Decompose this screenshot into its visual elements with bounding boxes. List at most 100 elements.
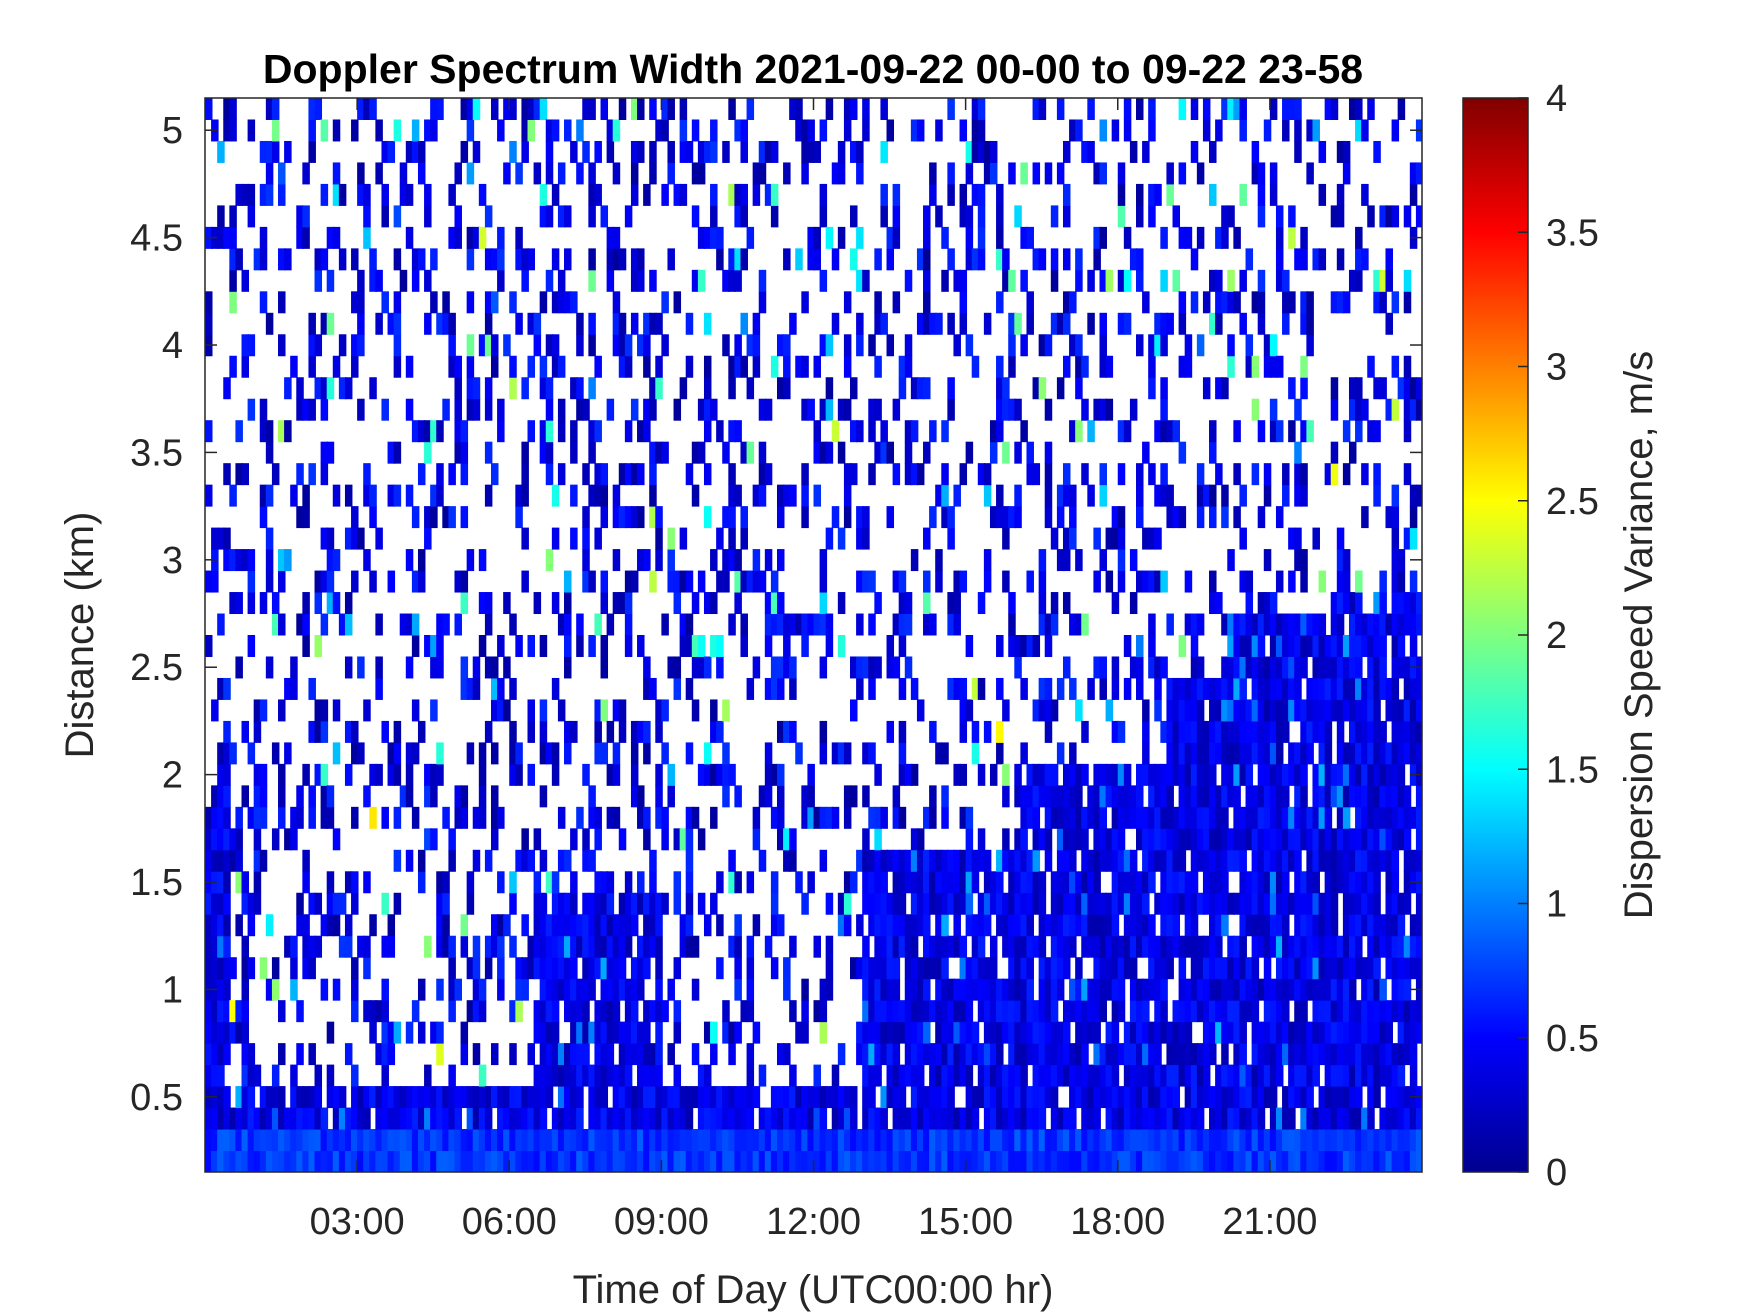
heatmap-cell bbox=[697, 162, 706, 185]
heatmap-cell bbox=[977, 849, 986, 872]
heatmap-cell bbox=[643, 742, 651, 765]
heatmap-cell bbox=[1215, 914, 1223, 937]
heatmap-cell bbox=[764, 592, 773, 615]
heatmap-cell bbox=[892, 1107, 901, 1130]
heatmap-cell bbox=[417, 978, 426, 1001]
heatmap-cell bbox=[728, 98, 736, 120]
heatmap-cell bbox=[1306, 162, 1314, 185]
heatmap-cell bbox=[1136, 205, 1144, 228]
heatmap-cell bbox=[612, 119, 621, 142]
heatmap-cell bbox=[965, 162, 974, 185]
heatmap-cell bbox=[1324, 1107, 1333, 1130]
heatmap-cell bbox=[1330, 849, 1339, 872]
heatmap-cell bbox=[904, 355, 913, 378]
heatmap-cell bbox=[850, 140, 858, 163]
heatmap-cell bbox=[722, 549, 730, 572]
heatmap-cell bbox=[929, 1064, 937, 1087]
heatmap-cell bbox=[1373, 1129, 1381, 1152]
heatmap-cell bbox=[977, 1086, 986, 1109]
heatmap-cell bbox=[1300, 828, 1308, 851]
heatmap-cell bbox=[935, 892, 943, 915]
heatmap-cell bbox=[570, 527, 578, 550]
heatmap-cell bbox=[1269, 1000, 1278, 1023]
heatmap-cell bbox=[801, 291, 809, 314]
heatmap-cell bbox=[643, 914, 651, 937]
heatmap-cell bbox=[539, 892, 548, 915]
heatmap-cell bbox=[1050, 1000, 1059, 1023]
heatmap-cell bbox=[685, 742, 694, 765]
heatmap-cell bbox=[1215, 785, 1223, 808]
heatmap-cell bbox=[1233, 742, 1241, 765]
heatmap-cell bbox=[734, 592, 742, 615]
heatmap-cell bbox=[880, 205, 888, 228]
heatmap-cell bbox=[1257, 635, 1266, 657]
heatmap-cell bbox=[564, 613, 572, 636]
heatmap-cell bbox=[308, 119, 316, 142]
heatmap-cell bbox=[381, 1086, 389, 1109]
heatmap-cell bbox=[1221, 656, 1229, 679]
heatmap-cell bbox=[430, 635, 438, 657]
heatmap-cell bbox=[868, 1150, 876, 1172]
heatmap-cell bbox=[1123, 763, 1132, 786]
heatmap-cell bbox=[1117, 527, 1126, 550]
heatmap-cell bbox=[862, 892, 870, 915]
heatmap-cell bbox=[1221, 291, 1229, 314]
heatmap-cell bbox=[490, 828, 499, 851]
heatmap-cell bbox=[576, 1021, 584, 1044]
heatmap-cell bbox=[1050, 269, 1059, 292]
heatmap-cell bbox=[989, 1021, 998, 1044]
heatmap-cell bbox=[685, 312, 694, 335]
heatmap-cell bbox=[1154, 1000, 1162, 1023]
heatmap-cell bbox=[442, 613, 450, 636]
heatmap-cell bbox=[539, 98, 548, 120]
heatmap-cell bbox=[594, 183, 602, 206]
heatmap-cell bbox=[478, 1086, 487, 1109]
heatmap-cell bbox=[533, 1000, 542, 1023]
heatmap-cell bbox=[776, 334, 785, 357]
heatmap-cell bbox=[1081, 1021, 1089, 1044]
heatmap-cell bbox=[825, 892, 834, 915]
heatmap-cell bbox=[1002, 269, 1010, 292]
heatmap-cell bbox=[795, 1086, 803, 1109]
heatmap-cell bbox=[229, 98, 237, 120]
heatmap-cell bbox=[1251, 742, 1260, 765]
heatmap-cell bbox=[448, 226, 456, 249]
heatmap-cell bbox=[941, 957, 949, 980]
heatmap-cell bbox=[983, 1086, 992, 1109]
heatmap-cell bbox=[564, 720, 572, 743]
heatmap-cell bbox=[436, 935, 444, 958]
heatmap-cell bbox=[892, 205, 901, 228]
heatmap-cell bbox=[1233, 420, 1241, 443]
heatmap-cell bbox=[564, 914, 572, 937]
heatmap-cell bbox=[1196, 699, 1205, 722]
heatmap-cell bbox=[357, 742, 365, 765]
heatmap-cell bbox=[746, 1150, 755, 1172]
heatmap-cell bbox=[1294, 892, 1302, 915]
heatmap-cell bbox=[448, 1129, 456, 1152]
heatmap-cell bbox=[1026, 978, 1034, 1001]
heatmap-cell bbox=[1367, 1043, 1375, 1066]
heatmap-cell bbox=[308, 806, 316, 829]
heatmap-cell bbox=[1154, 570, 1162, 593]
heatmap-cell bbox=[241, 1021, 250, 1044]
heatmap-cell bbox=[825, 226, 834, 249]
heatmap-cell bbox=[783, 1150, 791, 1172]
heatmap-cell bbox=[874, 978, 882, 1001]
heatmap-cell bbox=[898, 570, 907, 593]
heatmap-cell bbox=[1361, 763, 1369, 786]
heatmap-cell bbox=[369, 806, 377, 829]
heatmap-cell bbox=[1251, 656, 1260, 679]
heatmap-cell bbox=[454, 377, 462, 400]
heatmap-cell bbox=[983, 1043, 992, 1066]
heatmap-cell bbox=[1087, 1000, 1095, 1023]
heatmap-cell bbox=[1288, 527, 1296, 550]
heatmap-cell bbox=[910, 914, 919, 937]
heatmap-cell bbox=[624, 613, 633, 636]
heatmap-cell bbox=[1233, 1043, 1241, 1066]
heatmap-cell bbox=[357, 183, 365, 206]
heatmap-cell bbox=[284, 742, 292, 765]
heatmap-cell bbox=[1069, 1086, 1077, 1109]
heatmap-cell bbox=[1269, 1107, 1278, 1130]
heatmap-cell bbox=[959, 1129, 968, 1152]
heatmap-cell bbox=[351, 1107, 359, 1130]
